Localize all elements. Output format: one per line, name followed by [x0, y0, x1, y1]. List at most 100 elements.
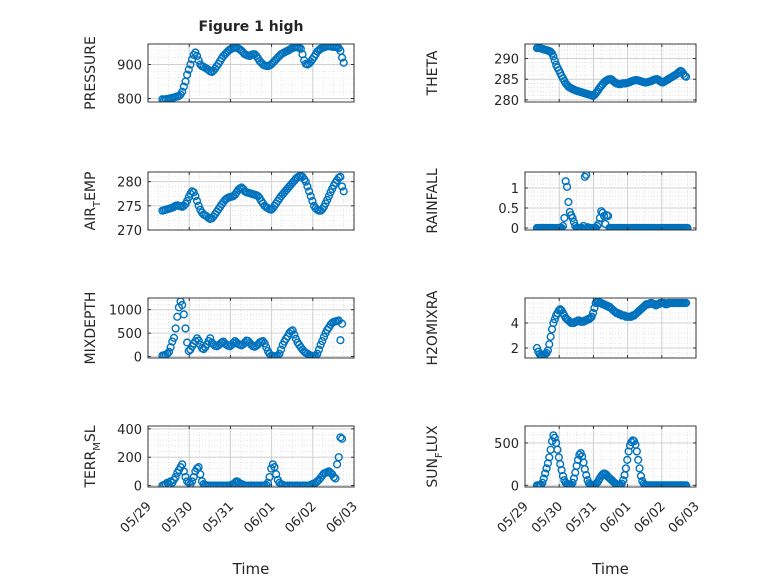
x-tick-label: 06/01: [597, 499, 634, 536]
data-point: [339, 187, 348, 196]
data-point: [276, 345, 286, 354]
data-point: [290, 330, 299, 339]
data-point: [681, 481, 691, 487]
x-tick-label: 06/03: [324, 499, 361, 536]
data-point: [191, 192, 200, 201]
data-point: [206, 334, 215, 343]
y-tick-label: 900: [117, 58, 142, 73]
data-point: [339, 58, 348, 67]
axes-frame: [524, 297, 697, 359]
data-point: [324, 192, 333, 201]
y-tick-label: 275: [117, 200, 142, 215]
x-tick-label: 05/29: [118, 499, 155, 536]
data-point: [179, 310, 188, 319]
data-point: [681, 72, 691, 81]
subplot-6: 2 4 H2OMIXRA: [425, 290, 697, 366]
y-axis-label: AIRTEMP: [83, 172, 103, 231]
data-point: [304, 187, 314, 196]
subplot-8: 0 500 SUNFLUX 05/2905/3005/3106/0106/0206/0…: [425, 425, 703, 578]
x-tick-label: 05/30: [159, 499, 196, 536]
data-point: [541, 469, 550, 478]
data-point: [568, 478, 577, 487]
data-point: [308, 196, 317, 206]
data-series: [158, 433, 347, 487]
data-point: [329, 472, 338, 482]
y-axis-label: PRESSURE: [83, 36, 99, 110]
data-point: [619, 476, 628, 485]
data-point: [260, 339, 269, 348]
data-point: [604, 211, 613, 221]
data-point: [319, 332, 329, 342]
data-point: [169, 333, 179, 342]
data-point: [189, 188, 198, 197]
y-axis-label: SUNFLUX: [425, 425, 445, 488]
data-point: [168, 337, 177, 346]
data-point: [323, 195, 332, 205]
y-tick-label: 200: [117, 451, 142, 466]
x-tick-label: 05/31: [563, 499, 600, 536]
data-point: [562, 182, 572, 191]
y-tick-label: 1000: [109, 304, 142, 319]
data-point: [194, 336, 203, 345]
y-axis-label: H2OMIXRA: [425, 290, 441, 365]
x-axis-label: Time: [232, 560, 270, 578]
y-axis-label: RAINFALL: [425, 168, 441, 233]
subplot-4: 0 0.5 1 RAINFALL: [425, 168, 697, 237]
data-point: [316, 340, 325, 349]
data-point: [183, 196, 192, 206]
x-tick-label: 06/02: [632, 499, 669, 536]
data-point: [554, 306, 563, 315]
data-point: [546, 332, 555, 341]
x-axis-label: Time: [591, 560, 629, 578]
data-point: [539, 474, 548, 483]
data-point: [303, 182, 312, 191]
data-point: [562, 479, 572, 487]
data-point: [291, 334, 301, 343]
y-tick-label: 4: [511, 317, 519, 332]
subplot-3: 270 275 280 AIRTEMP: [83, 171, 355, 239]
data-point: [564, 197, 573, 207]
x-tick-label: 06/02: [283, 499, 320, 536]
data-point: [582, 471, 591, 480]
data-point: [550, 56, 559, 65]
figure-title: Figure 1 high: [199, 19, 304, 35]
y-axis-label: MIXDEPTH: [83, 292, 99, 365]
data-point: [612, 479, 621, 487]
data-point: [301, 177, 310, 186]
subplot-1: 800 900 PRESSURE: [83, 36, 355, 110]
data-point: [337, 182, 347, 191]
data-point: [171, 472, 180, 482]
y-tick-label: 290: [494, 53, 519, 68]
data-point: [336, 172, 345, 181]
y-tick-label: 1: [511, 182, 519, 197]
data-point: [568, 213, 577, 223]
y-axis-label: THETA: [425, 50, 441, 96]
data-point: [545, 453, 554, 462]
data-point: [334, 453, 343, 462]
data-point: [632, 447, 641, 456]
x-tick-label: 05/31: [200, 499, 237, 536]
data-point: [187, 477, 197, 486]
data-point: [336, 433, 345, 442]
x-tick-label: 05/29: [495, 499, 532, 536]
y-tick-label: 0: [511, 479, 519, 494]
data-point: [336, 336, 345, 345]
data-point: [296, 44, 305, 53]
y-tick-label: 280: [494, 94, 519, 109]
data-point: [636, 471, 646, 481]
data-point: [561, 177, 570, 186]
axes-frame: [147, 171, 355, 231]
data-point: [593, 221, 602, 230]
y-tick-label: 285: [494, 73, 519, 88]
data-point: [179, 467, 188, 476]
x-tick-label: 05/30: [529, 499, 566, 536]
data-point: [337, 434, 347, 443]
data-point: [273, 351, 282, 358]
data-point: [263, 478, 272, 487]
axes-frame: [147, 43, 355, 103]
data-point: [542, 464, 551, 473]
data-series: [532, 431, 691, 487]
data-point: [553, 445, 562, 454]
data-point: [623, 455, 632, 464]
data-point: [166, 343, 175, 352]
